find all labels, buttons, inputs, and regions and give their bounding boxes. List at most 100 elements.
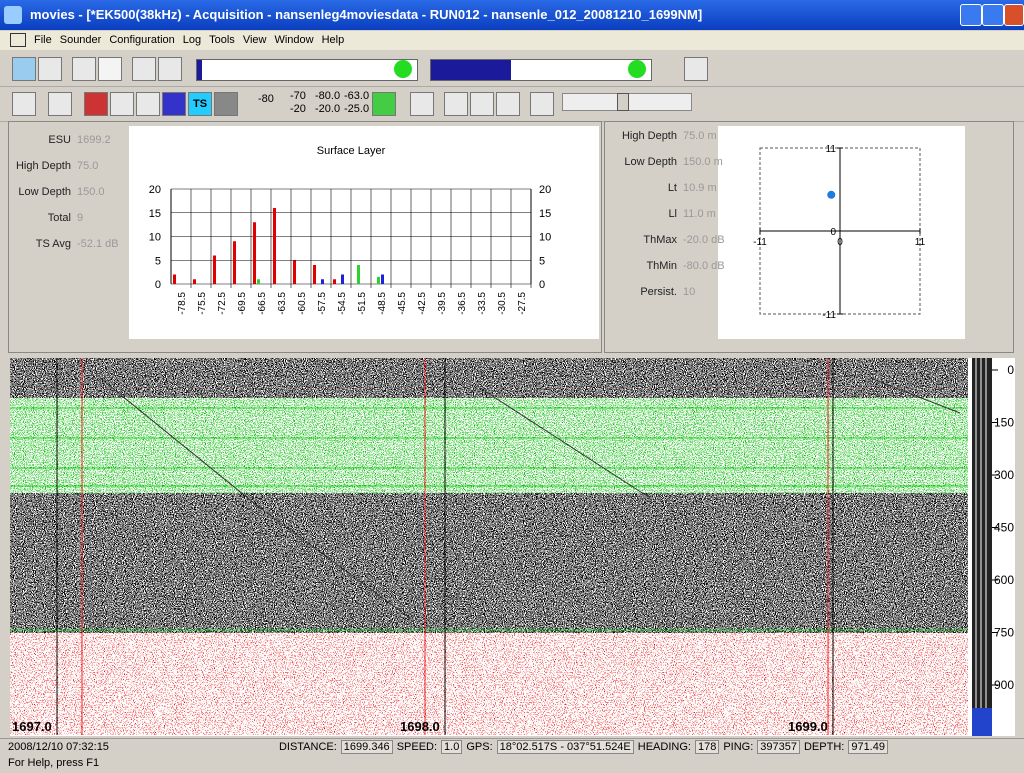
field-value: 150.0 m	[683, 156, 723, 168]
bar	[381, 274, 384, 284]
y2-tick-label: 0	[539, 279, 545, 291]
maximize-button[interactable]	[982, 4, 1004, 26]
bar	[193, 279, 196, 284]
menu-item[interactable]: Sounder	[59, 34, 102, 46]
depth-label: 900	[994, 678, 1014, 692]
close-button[interactable]	[1004, 4, 1024, 26]
y-tick-label: -11	[822, 310, 836, 321]
field-value: -52.1 dB	[77, 238, 119, 250]
y-tick-label: 5	[155, 255, 161, 267]
app-icon	[4, 6, 22, 24]
title-bar: movies - [*EK500(38kHz) - Acquisition - …	[0, 0, 1024, 30]
field-value: 75.0	[77, 160, 99, 172]
bar	[173, 274, 176, 284]
field-label: Lt	[667, 182, 677, 194]
x-tick-label: -45.5	[397, 292, 408, 315]
depth-label: 150	[994, 416, 1014, 430]
menu-item[interactable]: View	[242, 34, 267, 46]
help-text: For Help, press F1	[8, 757, 100, 769]
x-tick-label: -30.5	[497, 292, 508, 315]
bar	[377, 276, 380, 284]
status-value: 1699.346	[340, 740, 393, 754]
depth-label: 750	[994, 626, 1014, 640]
field-label: Low Depth	[624, 156, 677, 168]
status-label: DISTANCE:	[278, 741, 337, 753]
bar	[213, 255, 216, 284]
x-tick-label: -69.5	[237, 292, 248, 315]
field-value: 1699.2	[77, 134, 111, 146]
y2-tick-label: 10	[539, 232, 551, 244]
depth-label: 450	[994, 521, 1014, 535]
x-tick-label: -11	[753, 237, 767, 248]
ts-button[interactable]: TS	[188, 92, 212, 116]
y2-tick-label: 5	[539, 255, 545, 267]
field-label: Persist.	[640, 286, 677, 298]
x-tick-label: -60.5	[297, 292, 308, 315]
menu-item[interactable]: Configuration	[109, 34, 175, 46]
status-label: GPS:	[466, 741, 493, 753]
menu-item[interactable]: Help	[321, 34, 345, 46]
menu-item[interactable]: Window	[274, 34, 314, 46]
point	[827, 190, 836, 199]
menu-item[interactable]: Tools	[209, 34, 235, 46]
bar	[257, 279, 260, 284]
bar	[313, 265, 316, 284]
x-tick-label: -75.5	[197, 292, 208, 315]
field-value: 10	[683, 286, 696, 298]
x-tick-label: -72.5	[217, 292, 228, 315]
field-label: Low Depth	[18, 186, 71, 198]
field-label: TS Avg	[35, 238, 71, 250]
status-label: DEPTH:	[803, 741, 845, 753]
x-tick-label: -51.5	[357, 292, 368, 315]
track-plot: -11 0 11 -11 0 11	[718, 126, 965, 339]
bar	[273, 208, 276, 284]
field-label: ThMin	[646, 260, 677, 272]
track-panel: -11 0 11 -11 0 11 High Depth 75.0 m Low Depth 150…	[604, 121, 1014, 353]
x-tick-label: -33.5	[477, 292, 488, 315]
x-tick-label: -27.5	[517, 292, 528, 315]
field-value: 10.9 m	[683, 182, 717, 194]
toolbar-text: -80	[258, 93, 274, 105]
x-tick-label: -54.5	[337, 292, 348, 315]
y-tick-label: 10	[149, 232, 161, 244]
field-value: 75.0 m	[683, 130, 717, 142]
field-value: -20.0 dB	[683, 234, 725, 246]
toolbar-text: -80.0	[315, 90, 341, 102]
bar	[233, 241, 236, 284]
y-tick-label: 0	[830, 227, 836, 238]
field-label: ESU	[48, 134, 71, 146]
y-tick-label: 15	[149, 208, 161, 220]
field-value: 9	[77, 212, 84, 224]
status-value: 178	[694, 740, 720, 754]
field-value: 11.0 m	[683, 208, 716, 220]
x-tick-label: -78.5	[177, 292, 188, 315]
minimize-button[interactable]	[960, 4, 982, 26]
toolbar-text: -70	[290, 90, 306, 102]
distance-label: 1697.0	[12, 719, 52, 734]
toolbar-text: -20.0	[315, 103, 341, 115]
menu-item[interactable]: Log	[182, 34, 202, 46]
x-tick-label: 11	[915, 237, 926, 248]
x-tick-label: 0	[837, 237, 843, 248]
status-label: SPEED:	[396, 741, 438, 753]
bar	[321, 279, 324, 284]
status-bar: 2008/12/10 07:32:15 DISTANCE: 1699.346 SPEE…	[0, 738, 1024, 756]
menu-item[interactable]: File	[34, 34, 52, 46]
ts-panel: Surface Layer 0 0 5 5 10 10 15 15 20 20 -78.5 -75.5-…	[8, 121, 602, 353]
field-label: ThMax	[643, 234, 677, 246]
x-tick-label: -57.5	[317, 292, 328, 315]
depth-label: 300	[994, 468, 1014, 482]
bar	[341, 274, 344, 284]
y-tick-label: 20	[149, 184, 161, 196]
window-title: movies - [*EK500(38kHz) - Acquisition - …	[30, 7, 703, 22]
x-tick-label: -39.5	[437, 292, 448, 315]
depth-label: 600	[994, 573, 1014, 587]
field-label: Ll	[668, 208, 677, 220]
y2-tick-label: 20	[539, 184, 551, 196]
y-tick-label: 0	[155, 279, 161, 291]
depth-label: 0	[1007, 363, 1014, 377]
x-tick-label: -66.5	[257, 292, 268, 315]
chart-title: Surface Layer	[317, 145, 386, 157]
toolbar-text: -63.0	[344, 90, 370, 102]
field-label: Total	[47, 212, 71, 224]
